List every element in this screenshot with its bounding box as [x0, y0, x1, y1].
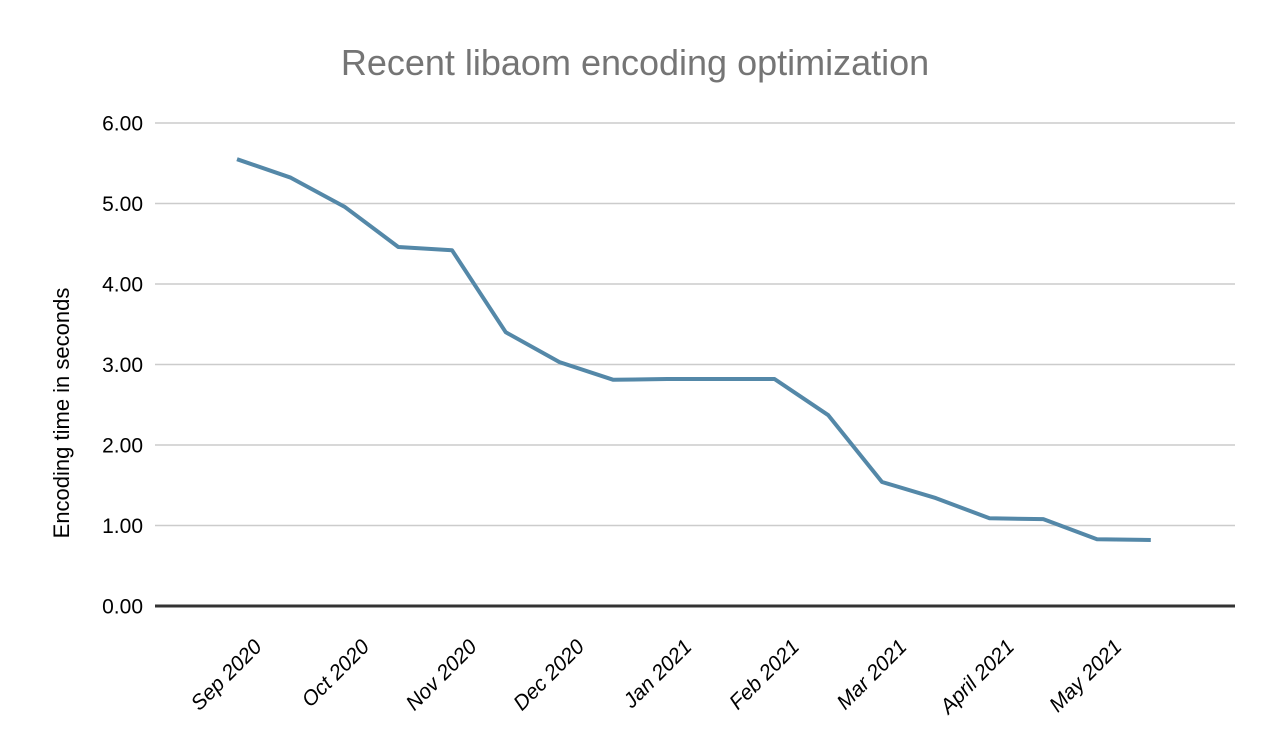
y-tick-label: 2.00 [102, 435, 143, 458]
x-tick-label: Mar 2021 [833, 635, 912, 714]
y-tick-label: 1.00 [102, 515, 143, 538]
x-tick-label: May 2021 [1045, 635, 1126, 716]
x-tick-label: Nov 2020 [402, 635, 482, 715]
x-tick-label: Feb 2021 [725, 635, 804, 714]
x-tick-label: Oct 2020 [298, 635, 375, 712]
x-tick-label: Jan 2021 [618, 635, 696, 713]
x-tick-label: April 2021 [934, 635, 1019, 720]
x-tick-label: Sep 2020 [187, 635, 267, 715]
y-tick-label: 3.00 [102, 354, 143, 377]
x-tick-label: Dec 2020 [509, 635, 589, 715]
y-tick-label: 5.00 [102, 193, 143, 216]
data-line-encoding-time [236, 157, 1151, 542]
y-tick-label: 4.00 [102, 274, 143, 297]
y-tick-label: 6.00 [102, 113, 143, 136]
y-tick-label: 0.00 [102, 596, 143, 619]
